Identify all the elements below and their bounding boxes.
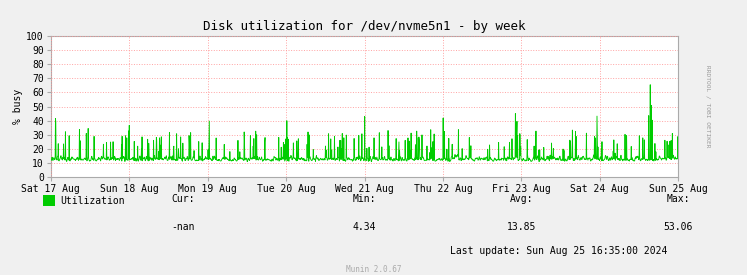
Text: Min:: Min: <box>353 194 376 204</box>
Y-axis label: % busy: % busy <box>13 89 23 124</box>
Text: 13.85: 13.85 <box>506 222 536 232</box>
Text: RRDTOOL / TOBI OETIKER: RRDTOOL / TOBI OETIKER <box>705 65 710 148</box>
Text: 53.06: 53.06 <box>663 222 693 232</box>
Text: -nan: -nan <box>171 222 194 232</box>
Text: 4.34: 4.34 <box>353 222 376 232</box>
Text: Utilization: Utilization <box>60 196 125 206</box>
Text: Munin 2.0.67: Munin 2.0.67 <box>346 265 401 274</box>
Title: Disk utilization for /dev/nvme5n1 - by week: Disk utilization for /dev/nvme5n1 - by w… <box>203 20 526 33</box>
Text: Cur:: Cur: <box>171 194 194 204</box>
Text: Last update: Sun Aug 25 16:35:00 2024: Last update: Sun Aug 25 16:35:00 2024 <box>450 246 667 256</box>
Text: Max:: Max: <box>666 194 690 204</box>
Text: Avg:: Avg: <box>509 194 533 204</box>
